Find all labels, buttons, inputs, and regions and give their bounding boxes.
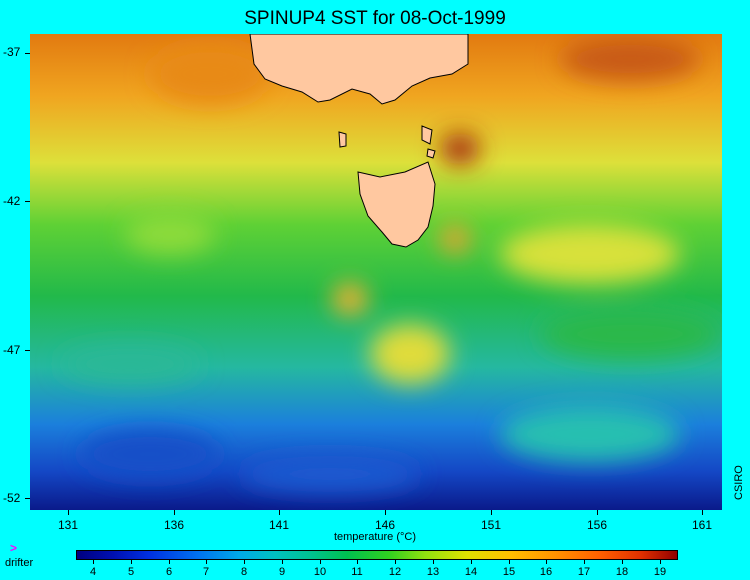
y-tick bbox=[25, 53, 30, 54]
csiro-watermark: CSIRO bbox=[733, 465, 745, 500]
x-tick-label: 161 bbox=[691, 518, 713, 532]
colorbar-tick-label: 8 bbox=[240, 566, 248, 578]
cape-barren-island bbox=[426, 148, 436, 159]
colorbar-tick bbox=[660, 559, 661, 564]
colorbar-tick-label: 10 bbox=[313, 566, 327, 578]
colorbar-tick bbox=[131, 559, 132, 564]
map-title: SPINUP4 SST for 08-Oct-1999 bbox=[244, 8, 506, 29]
x-tick bbox=[68, 510, 69, 515]
colorbar-tick bbox=[509, 559, 510, 564]
colorbar-tick-label: 4 bbox=[89, 566, 97, 578]
colorbar-tick bbox=[584, 559, 585, 564]
x-tick-label: 141 bbox=[268, 518, 290, 532]
x-tick bbox=[491, 510, 492, 515]
x-tick-label: 151 bbox=[480, 518, 502, 532]
x-tick bbox=[597, 510, 598, 515]
colorbar-tick bbox=[395, 559, 396, 564]
colorbar-tick-label: 16 bbox=[539, 566, 553, 578]
y-tick-label: -52 bbox=[3, 491, 21, 505]
flinders-island bbox=[421, 125, 433, 145]
x-tick-label: 146 bbox=[374, 518, 396, 532]
colorbar-tick-label: 5 bbox=[127, 566, 135, 578]
tasmania-land bbox=[357, 161, 436, 248]
drifter-icon: > bbox=[10, 541, 18, 555]
y-tick bbox=[25, 350, 30, 351]
colorbar-tick bbox=[433, 559, 434, 564]
colorbar-tick-label: 18 bbox=[615, 566, 629, 578]
colorbar bbox=[76, 550, 678, 560]
colorbar-tick-label: 6 bbox=[165, 566, 173, 578]
king-island bbox=[338, 131, 347, 148]
x-tick bbox=[174, 510, 175, 515]
colorbar-tick-label: 17 bbox=[577, 566, 591, 578]
y-tick bbox=[25, 498, 30, 499]
colorbar-tick-label: 14 bbox=[464, 566, 478, 578]
x-tick-label: 156 bbox=[586, 518, 608, 532]
colorbar-tick bbox=[320, 559, 321, 564]
colorbar-tick-label: 11 bbox=[351, 566, 363, 578]
colorbar-tick bbox=[282, 559, 283, 564]
colorbar-tick-label: 9 bbox=[278, 566, 286, 578]
y-tick-label: -37 bbox=[3, 45, 21, 59]
colorbar-tick bbox=[471, 559, 472, 564]
colorbar-tick-label: 13 bbox=[426, 566, 440, 578]
colorbar-tick bbox=[169, 559, 170, 564]
sst-map-panel[interactable] bbox=[30, 34, 722, 510]
colorbar-tick-label: 15 bbox=[502, 566, 516, 578]
x-tick-label: 136 bbox=[163, 518, 185, 532]
drifter-legend-label: drifter bbox=[5, 557, 34, 569]
x-tick bbox=[279, 510, 280, 515]
colorbar-tick-label: 19 bbox=[653, 566, 667, 578]
colorbar-tick bbox=[93, 559, 94, 564]
x-tick bbox=[385, 510, 386, 515]
colorbar-tick bbox=[546, 559, 547, 564]
mainland-land bbox=[249, 34, 469, 105]
sst-eddies bbox=[60, 37, 720, 492]
colorbar-tick bbox=[357, 559, 358, 564]
colorbar-tick bbox=[244, 559, 245, 564]
colorbar-tick bbox=[622, 559, 623, 564]
colorbar-tick-label: 12 bbox=[388, 566, 402, 578]
colorbar-tick bbox=[206, 559, 207, 564]
sst-map-svg bbox=[30, 34, 722, 510]
x-tick bbox=[702, 510, 703, 515]
y-tick-label: -47 bbox=[3, 343, 21, 357]
x-tick-label: 131 bbox=[57, 518, 79, 532]
colorbar-tick-label: 7 bbox=[202, 566, 210, 578]
y-tick bbox=[25, 201, 30, 202]
y-tick-label: -42 bbox=[3, 194, 21, 208]
colorbar-title: temperature (°C) bbox=[333, 531, 417, 543]
